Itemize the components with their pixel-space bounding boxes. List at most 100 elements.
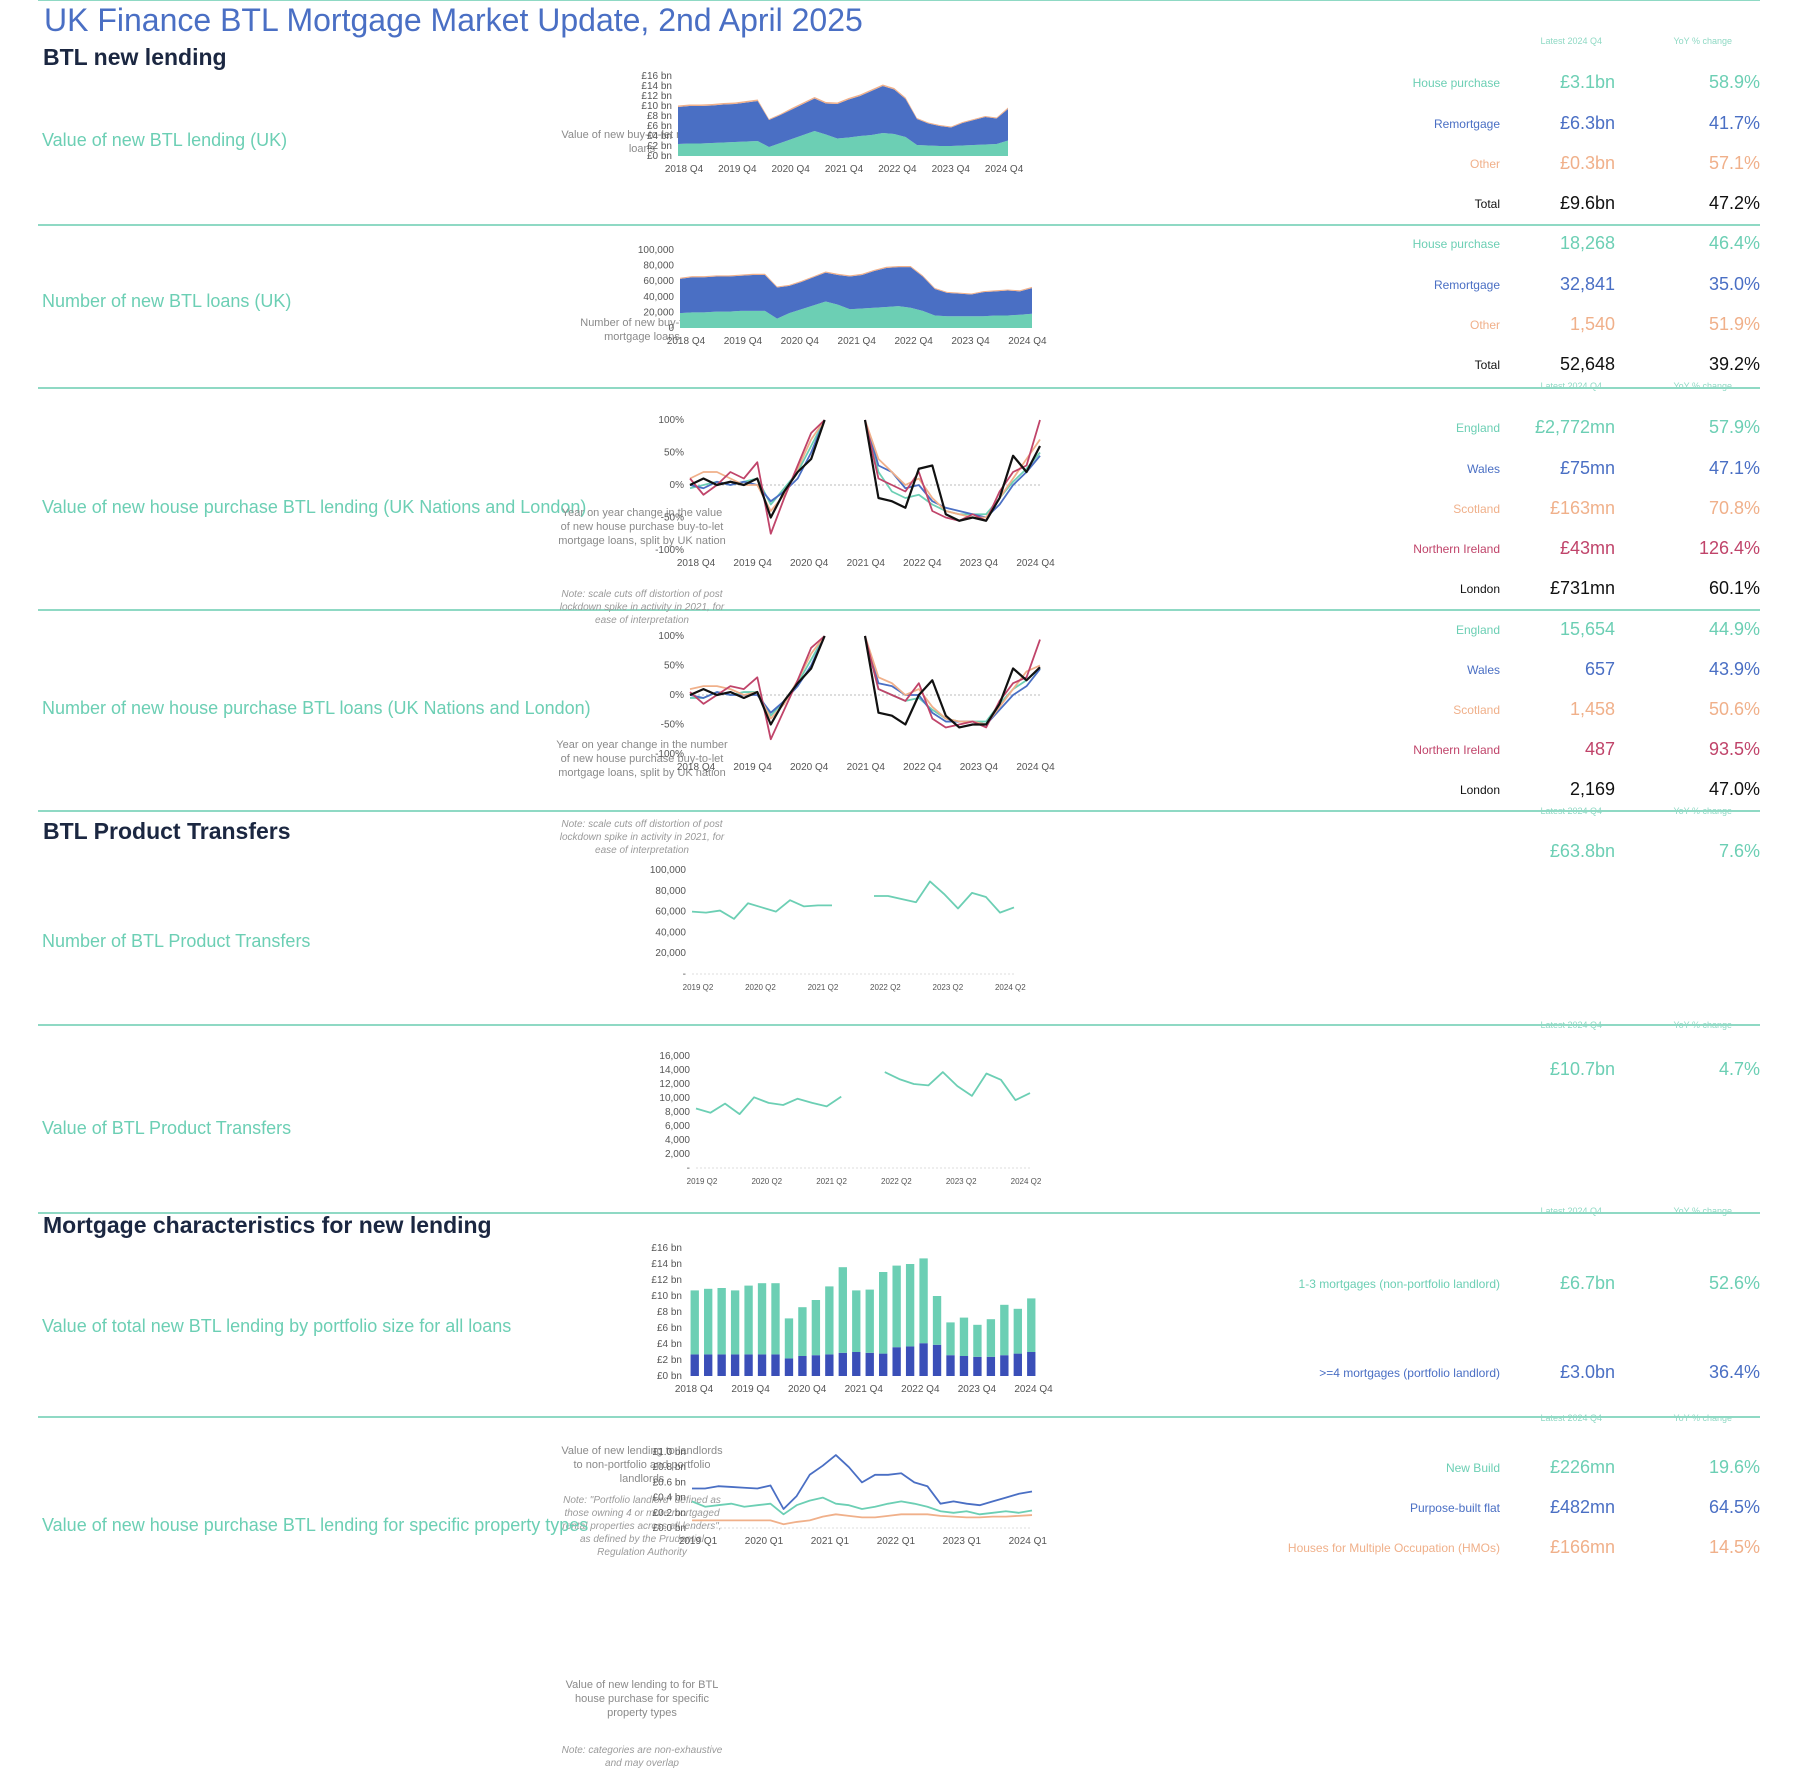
bar-non-portfolio (1000, 1304, 1009, 1356)
bar-portfolio (959, 1356, 969, 1376)
metric-value: 1,540 (1569, 314, 1615, 334)
metric-label: London (1459, 783, 1500, 797)
x-tick-label: 2024 Q4 (985, 164, 1024, 175)
y-tick-label: 6,000 (665, 1121, 690, 1132)
bar-non-portfolio (879, 1272, 888, 1354)
y-tick-label: 50% (664, 661, 684, 672)
bar-portfolio (798, 1356, 807, 1376)
y-tick-label: 100% (658, 415, 684, 426)
area-series-1 (680, 267, 1032, 319)
metric-label: Remortgage (1433, 117, 1500, 131)
x-tick-label: 2019 Q4 (733, 558, 772, 569)
x-tick-label: 2022 Q4 (903, 558, 942, 569)
metric-label: Remortgage (1433, 278, 1500, 292)
y-tick-label: £8 bn (657, 1307, 682, 1318)
x-tick-label: 2023 Q4 (960, 762, 999, 773)
bar-non-portfolio (811, 1300, 821, 1356)
bar-portfolio (1000, 1355, 1009, 1376)
line-series-0 (691, 880, 1015, 920)
y-tick-label: 100,000 (638, 245, 675, 256)
line-series-2 (689, 635, 1041, 726)
bar-non-portfolio (946, 1322, 955, 1356)
x-tick-label: 2024 Q4 (1008, 336, 1047, 347)
y-tick-label: 0 (668, 323, 674, 334)
metric-change: 70.8% (1708, 498, 1760, 518)
x-tick-label: 2023 Q2 (946, 1177, 977, 1186)
bar-portfolio (932, 1344, 942, 1376)
x-tick-label: 2023 Q4 (960, 558, 999, 569)
y-tick-label: £10 bn (641, 101, 672, 112)
y-tick-label: £0.4 bn (653, 1493, 686, 1504)
chart-4: 100,000 80,000 60,000 40,000 20,000 - 2019 Q2 2… (650, 865, 1026, 992)
bar-non-portfolio (973, 1324, 982, 1357)
x-tick-label: 2024 Q1 (1009, 1536, 1048, 1547)
metric-value: 1,458 (1569, 699, 1615, 719)
metric-change: 47.2% (1708, 193, 1760, 213)
metric-change: 46.4% (1708, 233, 1760, 253)
bar-portfolio (771, 1354, 780, 1376)
metric-value: £75mn (1559, 458, 1615, 478)
bar-portfolio (905, 1346, 915, 1376)
y-tick-label: 60,000 (655, 907, 686, 918)
line-series-0 (695, 1071, 1031, 1115)
bar-non-portfolio (919, 1258, 928, 1344)
line-series-2 (689, 419, 1041, 519)
metric-label: England (1455, 623, 1500, 637)
bar-non-portfolio (986, 1319, 996, 1357)
x-tick-label: 2022 Q4 (903, 762, 942, 773)
y-tick-label: 2,000 (665, 1149, 690, 1160)
x-tick-label: 2024 Q2 (995, 983, 1026, 992)
metric-change: 58.9% (1708, 72, 1760, 92)
metric-value: £0.3bn (1559, 153, 1615, 173)
metric-value: £3.1bn (1559, 72, 1615, 92)
bar-non-portfolio (704, 1288, 713, 1355)
metric-value: 487 (1584, 739, 1615, 759)
metric-label: England (1455, 421, 1500, 435)
y-tick-label: £0 bn (657, 1371, 682, 1382)
x-tick-label: 2021 Q2 (808, 983, 839, 992)
chart-title: Value of new lending to landlords to non… (561, 1445, 723, 1485)
line-series-0 (692, 1454, 1033, 1510)
bar-portfolio (1027, 1352, 1036, 1376)
chart-title: Year on year change in the number of new… (556, 739, 728, 779)
line-series-2 (692, 1513, 1033, 1526)
row-separator (38, 224, 1760, 226)
metric-value: 2,169 (1569, 779, 1615, 799)
row-label: Value of BTL Product Transfers (42, 1118, 292, 1138)
chart-6: £16 bn £14 bn £12 bn £10 bn £8 bn £6 bn £4 bn £… (651, 1243, 1053, 1395)
y-tick-label: 8,000 (665, 1107, 690, 1118)
y-tick-label: 10,000 (659, 1093, 690, 1104)
bar-non-portfolio (959, 1317, 969, 1356)
chart-0: £16 bn£14 bn£12 bn£10 bn£8 bn£6 bn£4 bn£… (641, 71, 1024, 175)
bar-portfolio (973, 1356, 982, 1376)
column-header-yoy: YoY % change (1673, 1206, 1732, 1216)
metric-change: 57.9% (1708, 417, 1760, 437)
bar-non-portfolio (865, 1289, 874, 1353)
metric-change: 19.6% (1708, 1457, 1760, 1477)
y-tick-label: £1.0 bn (653, 1447, 686, 1458)
metric-value: 32,841 (1559, 274, 1615, 294)
y-tick-label: -100% (655, 545, 684, 556)
y-tick-label: 50% (664, 448, 684, 459)
x-tick-label: 2020 Q4 (790, 558, 829, 569)
line-series-4 (689, 419, 1041, 522)
x-tick-label: 2022 Q1 (877, 1536, 916, 1547)
y-tick-label: £0.2 bn (653, 1508, 686, 1519)
x-tick-label: 2020 Q4 (788, 1384, 827, 1395)
bar-portfolio (825, 1354, 834, 1376)
x-tick-label: 2019 Q4 (731, 1384, 770, 1395)
y-tick-label: 80,000 (655, 886, 686, 897)
metric-change: 52.6% (1708, 1273, 1760, 1293)
metric-label: Wales (1467, 462, 1500, 476)
bar-non-portfolio (892, 1265, 901, 1348)
metric-change: 7.6% (1718, 841, 1760, 861)
metric-value: £166mn (1549, 1537, 1615, 1557)
bar-portfolio (946, 1355, 955, 1376)
row-separator (38, 387, 1760, 389)
bar-portfolio (704, 1354, 713, 1376)
bar-non-portfolio (1027, 1298, 1036, 1352)
chart-title: Value of new lending to for BTL house pu… (565, 1679, 719, 1719)
y-tick-label: £6 bn (647, 121, 672, 132)
metric-change: 47.0% (1708, 779, 1760, 799)
row-label: Value of new house purchase BTL lending … (42, 1515, 589, 1535)
